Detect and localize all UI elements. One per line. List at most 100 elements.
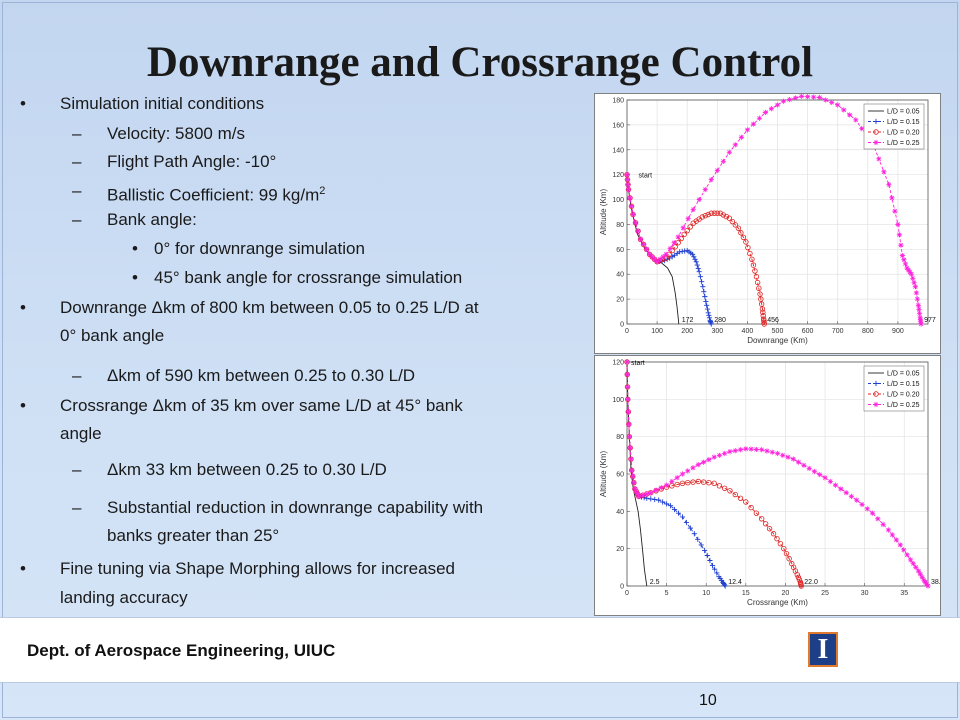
y-tick-label: 60	[616, 247, 624, 254]
data-point	[777, 540, 784, 547]
series-l-d-0-25	[624, 93, 924, 327]
annotations: start 172 280 456 977	[639, 173, 936, 324]
data-point	[910, 561, 916, 567]
data-point	[654, 259, 660, 265]
data-point	[711, 210, 717, 216]
y-tick-label: 80	[616, 434, 624, 441]
data-point	[732, 222, 739, 228]
data-point	[750, 262, 757, 268]
data-point	[695, 536, 701, 542]
y-tick-label: 100	[612, 397, 624, 404]
x-tick-label: 5	[665, 590, 669, 597]
data-point	[657, 256, 663, 262]
data-point	[885, 527, 891, 533]
data-point	[801, 462, 807, 468]
series-l-d-0-05	[626, 361, 648, 587]
data-point	[897, 542, 903, 548]
y-axis-label: Altitude (Km)	[599, 189, 608, 236]
data-point	[636, 493, 642, 499]
y-tick-label: 140	[612, 147, 624, 154]
data-point	[717, 210, 724, 216]
data-point	[907, 269, 913, 275]
data-point	[625, 409, 631, 415]
data-point	[644, 491, 650, 497]
data-point	[705, 310, 711, 316]
data-point	[649, 254, 655, 260]
bullet-text: landing accuracy	[60, 588, 188, 608]
bullet-line: 45° bank angle for crossrange simulation	[154, 268, 463, 287]
data-point	[759, 447, 765, 453]
y-tick-label: 20	[616, 297, 624, 304]
data-point	[640, 241, 647, 247]
data-point	[881, 169, 887, 175]
tick-labels: 0 5 10 15 20 25 30 35 0 20 40 60 80 100 120	[612, 360, 908, 598]
bullet-line: Simulation initial conditions	[60, 94, 265, 113]
data-point	[630, 473, 636, 480]
landing-annotation: 38.0	[931, 579, 940, 586]
data-point	[774, 536, 780, 542]
bullet-marker: •	[132, 239, 138, 258]
bullet-text: banks greater than 25°	[107, 526, 279, 546]
y-tick-label: 120	[612, 172, 624, 179]
data-point	[759, 306, 766, 312]
department-label: Dept. of Aerospace Engineering, UIUC	[27, 641, 336, 660]
data-point	[712, 566, 718, 572]
data-point	[624, 384, 631, 390]
data-point	[783, 550, 790, 557]
x-tick-label: 30	[861, 590, 869, 597]
data-point	[762, 521, 769, 527]
data-point	[691, 254, 697, 260]
data-point	[756, 285, 762, 292]
data-point	[726, 149, 732, 155]
data-point	[660, 499, 666, 505]
data-point	[735, 225, 742, 231]
data-point	[706, 315, 713, 321]
data-point	[743, 499, 749, 505]
x-tick-label: 35	[900, 590, 908, 597]
data-point	[859, 126, 865, 132]
data-point	[685, 480, 691, 486]
downrange-chart: 0 100 200 300 400 500 600 700 800 900 0 20 40 60 80 100…	[594, 93, 941, 354]
data-point	[625, 182, 631, 188]
crossrange-chart-svg: 0 5 10 15 20 25 30 35 0 20 40 60 80 100 120 Crossrange …	[599, 359, 945, 607]
data-point	[914, 296, 920, 302]
legend: L/D = 0.05 L/D = 0.15 L/D = 0.20 L/D = 0.25	[863, 103, 925, 150]
data-point	[798, 583, 804, 589]
data-point	[658, 485, 664, 491]
data-point	[708, 177, 714, 183]
data-point	[915, 568, 922, 574]
data-point	[653, 487, 659, 493]
data-point	[685, 216, 691, 222]
x-tick-label: 900	[892, 328, 904, 335]
data-point	[917, 571, 923, 577]
data-point	[687, 525, 693, 531]
data-point	[829, 99, 835, 106]
bullet-line: landing accuracy	[60, 588, 188, 607]
x-tick-label: 20	[782, 590, 790, 597]
data-point	[786, 96, 793, 103]
data-point	[766, 526, 773, 532]
data-point	[626, 421, 632, 427]
data-point	[703, 299, 709, 305]
data-point	[648, 496, 654, 502]
data-point	[652, 496, 658, 503]
bullet-line: Downrange Δkm of 800 km between 0.05 to …	[60, 298, 479, 317]
data-point	[694, 262, 700, 268]
series-line	[626, 95, 922, 325]
data-point	[727, 488, 733, 494]
x-tick-label: 25	[821, 590, 829, 597]
data-point	[695, 462, 701, 468]
data-point	[848, 493, 855, 499]
series-line	[626, 174, 680, 325]
data-point	[838, 486, 844, 492]
data-point	[691, 531, 697, 537]
data-point	[704, 306, 711, 312]
data-point	[790, 456, 796, 462]
bullet-text: Bank angle:	[107, 210, 197, 230]
data-point	[786, 555, 792, 562]
data-point	[707, 557, 713, 564]
data-point	[696, 196, 702, 203]
series-l-d-0-05	[626, 174, 680, 325]
data-point	[624, 172, 630, 178]
data-point	[908, 271, 915, 277]
